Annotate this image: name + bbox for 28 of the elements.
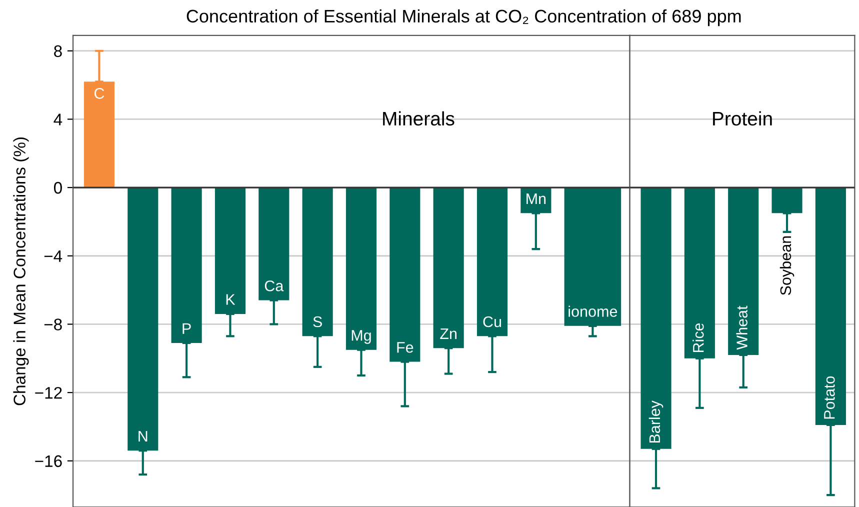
chart-title: Concentration of Essential Minerals at CO₂ Concentration of 689 ppm xyxy=(186,9,741,26)
category-label: C xyxy=(94,88,104,99)
category-label: Mg xyxy=(352,330,371,344)
y-tick-label: 0 xyxy=(54,182,62,194)
category-label: S xyxy=(313,316,322,328)
y-tick-label: −12 xyxy=(35,386,62,399)
y-tick-label: 4 xyxy=(54,114,62,126)
y-tick-label: −4 xyxy=(44,250,62,262)
category-label: Barley xyxy=(648,400,664,443)
category-label: Zn xyxy=(440,328,456,339)
category-label: Ca xyxy=(264,280,284,292)
y-axis-title: Change in Mean Concentrations (%) xyxy=(13,137,29,406)
category-label: Fe xyxy=(397,342,414,353)
category-label: Mn xyxy=(526,194,546,204)
category-label: Wheat xyxy=(736,306,748,350)
category-label: ionome xyxy=(568,306,618,317)
y-tick-label: 8 xyxy=(54,45,62,58)
y-tick-label: −16 xyxy=(35,455,62,468)
category-label: N xyxy=(138,430,148,442)
category-label: Cu xyxy=(483,316,501,328)
annotation: Protein xyxy=(713,111,772,126)
category-label: Soybean xyxy=(780,236,794,295)
category-label: Rice xyxy=(692,323,704,352)
annotation: Minerals xyxy=(383,111,454,126)
category-label: P xyxy=(182,323,191,334)
y-tick-label: −8 xyxy=(44,318,62,330)
category-label: K xyxy=(226,294,236,305)
category-label: Potato xyxy=(824,376,835,419)
